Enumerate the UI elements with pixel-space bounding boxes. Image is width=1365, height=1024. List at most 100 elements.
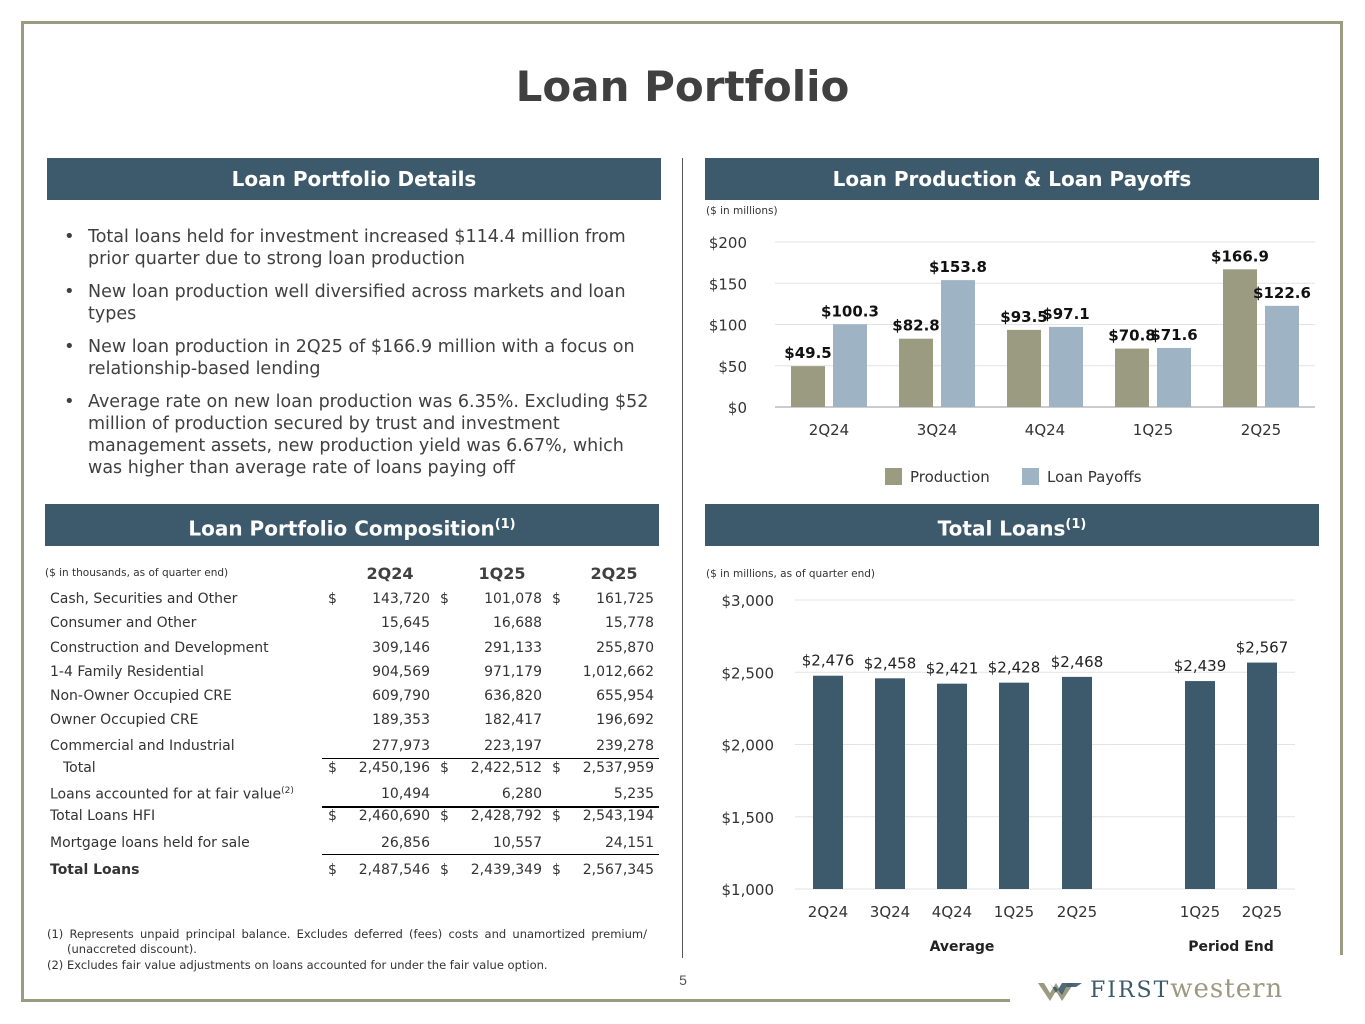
row-label-text: Mortgage loans held for sale bbox=[50, 835, 250, 851]
table-cell: 16,688 bbox=[493, 615, 542, 631]
row-label-text: Total Loans bbox=[50, 862, 140, 878]
x-tick-label: 2Q25 bbox=[1242, 903, 1282, 921]
table-cell: 1,012,662 bbox=[582, 664, 654, 680]
footnote-2: (2) Excludes fair value adjustments on l… bbox=[47, 958, 548, 972]
table-cell: 291,133 bbox=[484, 640, 542, 656]
table-cell: 2,450,196 bbox=[358, 760, 430, 776]
table-row: Construction and Development 309,146 291,1… bbox=[45, 640, 660, 662]
bar-production bbox=[1007, 329, 1041, 407]
table-cell: 2,428,792 bbox=[470, 808, 542, 824]
data-label: $2,567 bbox=[1236, 639, 1289, 657]
details-header-label: Loan Portfolio Details bbox=[231, 167, 477, 191]
bar-total-loans bbox=[937, 683, 967, 889]
data-label: $2,428 bbox=[988, 659, 1041, 677]
frame-gap-right bbox=[1336, 955, 1348, 1005]
data-label: $100.3 bbox=[821, 302, 879, 320]
row-label-text: Non-Owner Occupied CRE bbox=[50, 688, 232, 704]
row-label-text: Loans accounted for at fair value bbox=[50, 786, 282, 803]
details-bullets: Total loans held for investment increase… bbox=[60, 226, 660, 490]
bar-production bbox=[899, 338, 933, 407]
row-label: Non-Owner Occupied CRE bbox=[50, 688, 232, 704]
table-row: Total Loans $2,487,546 $2,439,349 $2,567,34… bbox=[45, 862, 660, 884]
currency-symbol: $ bbox=[328, 862, 337, 878]
bar-payoffs bbox=[1049, 326, 1083, 407]
table-rule bbox=[322, 758, 659, 759]
y-tick-label: $200 bbox=[709, 234, 747, 252]
production-chart: $0 $50 $100 $150 $200 $49.5 $100.3 2Q24 $82.8 $15… bbox=[709, 234, 1315, 486]
x-tick-label: 3Q24 bbox=[870, 903, 910, 921]
bullet-item: New loan production well diversified acr… bbox=[60, 281, 660, 325]
bar-total-loans bbox=[1062, 676, 1092, 889]
bullet-item: Total loans held for investment increase… bbox=[60, 226, 660, 270]
table-cell: 161,725 bbox=[596, 591, 654, 607]
table-row: Consumer and Other 15,645 16,688 15,778 bbox=[45, 615, 660, 637]
bar-payoffs bbox=[1265, 305, 1299, 407]
total-loans-units-note: ($ in millions, as of quarter end) bbox=[706, 568, 876, 580]
row-label-text: Total Loans HFI bbox=[50, 808, 156, 824]
legend-label: Production bbox=[910, 468, 990, 486]
currency-symbol: $ bbox=[440, 591, 449, 607]
table-cell: 6,280 bbox=[501, 786, 542, 802]
vertical-divider bbox=[682, 158, 683, 958]
bullet-item: New loan production in 2Q25 of $166.9 mi… bbox=[60, 336, 660, 380]
table-cell: 143,720 bbox=[372, 591, 430, 607]
table-cell: 636,820 bbox=[484, 688, 542, 704]
table-row: Total $2,450,196 $2,422,512 $2,537,959 bbox=[45, 760, 660, 782]
row-label-text: Cash, Securities and Other bbox=[50, 591, 238, 607]
bar-production bbox=[1223, 269, 1257, 407]
data-label: $49.5 bbox=[784, 344, 831, 362]
company-logo-icon bbox=[1038, 983, 1082, 1001]
y-tick-label: $150 bbox=[709, 275, 747, 293]
x-tick-label: 1Q25 bbox=[1180, 903, 1220, 921]
group-label: Period End bbox=[1188, 939, 1274, 955]
table-cell: 239,278 bbox=[596, 738, 654, 754]
row-label: Construction and Development bbox=[50, 640, 269, 656]
logo-western: western bbox=[1170, 974, 1284, 1004]
row-label: Loans accounted for at fair value(2) bbox=[50, 786, 294, 803]
data-label: $153.8 bbox=[929, 258, 987, 276]
bar-total-loans bbox=[999, 682, 1029, 889]
currency-symbol: $ bbox=[552, 760, 561, 776]
currency-symbol: $ bbox=[328, 591, 337, 607]
y-tick-label: $0 bbox=[728, 399, 747, 417]
data-label: $2,476 bbox=[802, 652, 855, 670]
x-tick-label: 2Q25 bbox=[1057, 903, 1097, 921]
table-row: Loans accounted for at fair value(2) 10,4… bbox=[45, 786, 660, 808]
composition-header-sup: (1) bbox=[494, 517, 516, 532]
composition-header-label: Loan Portfolio Composition bbox=[188, 516, 495, 541]
table-cell: 10,494 bbox=[381, 786, 430, 802]
row-label-text: Commercial and Industrial bbox=[50, 738, 235, 754]
logo-first: FIRST bbox=[1090, 978, 1171, 1003]
currency-symbol: $ bbox=[440, 862, 449, 878]
x-tick-label: 1Q25 bbox=[994, 903, 1034, 921]
row-label: Total Loans bbox=[50, 862, 139, 878]
y-tick-label: $50 bbox=[718, 358, 747, 376]
table-cell: 15,645 bbox=[381, 615, 430, 631]
table-row: Cash, Securities and Other $143,720 $101,0… bbox=[45, 591, 660, 613]
row-label: Cash, Securities and Other bbox=[50, 591, 237, 607]
bar-total-loans bbox=[875, 678, 905, 889]
table-cell: 5,235 bbox=[613, 786, 654, 802]
currency-symbol: $ bbox=[552, 591, 561, 607]
currency-symbol: $ bbox=[440, 808, 449, 824]
page-title: Loan Portfolio bbox=[515, 62, 850, 111]
bar-payoffs bbox=[941, 280, 975, 407]
row-label: Consumer and Other bbox=[50, 615, 196, 631]
bullet-item: Average rate on new loan production was … bbox=[60, 391, 660, 479]
table-cell: 196,692 bbox=[596, 712, 654, 728]
frame-gap bbox=[1010, 996, 1350, 1008]
data-label: $2,458 bbox=[864, 654, 917, 672]
production-header: Loan Production & Loan Payoffs bbox=[705, 158, 1319, 200]
y-tick-label: $100 bbox=[709, 317, 747, 335]
row-label: Total Loans HFI bbox=[50, 808, 155, 824]
page-number: 5 bbox=[679, 972, 687, 988]
row-label-text: 1-4 Family Residential bbox=[50, 664, 204, 680]
details-header: Loan Portfolio Details bbox=[47, 158, 661, 200]
y-tick-label: $3,000 bbox=[722, 592, 775, 610]
row-label: 1-4 Family Residential bbox=[50, 664, 204, 680]
company-logo-text: FIRSTwestern bbox=[1090, 974, 1283, 1004]
bar-payoffs bbox=[1157, 347, 1191, 407]
table-units-note: ($ in thousands, as of quarter end) bbox=[45, 567, 229, 579]
y-tick-label: $1,000 bbox=[722, 881, 775, 899]
currency-symbol: $ bbox=[552, 862, 561, 878]
